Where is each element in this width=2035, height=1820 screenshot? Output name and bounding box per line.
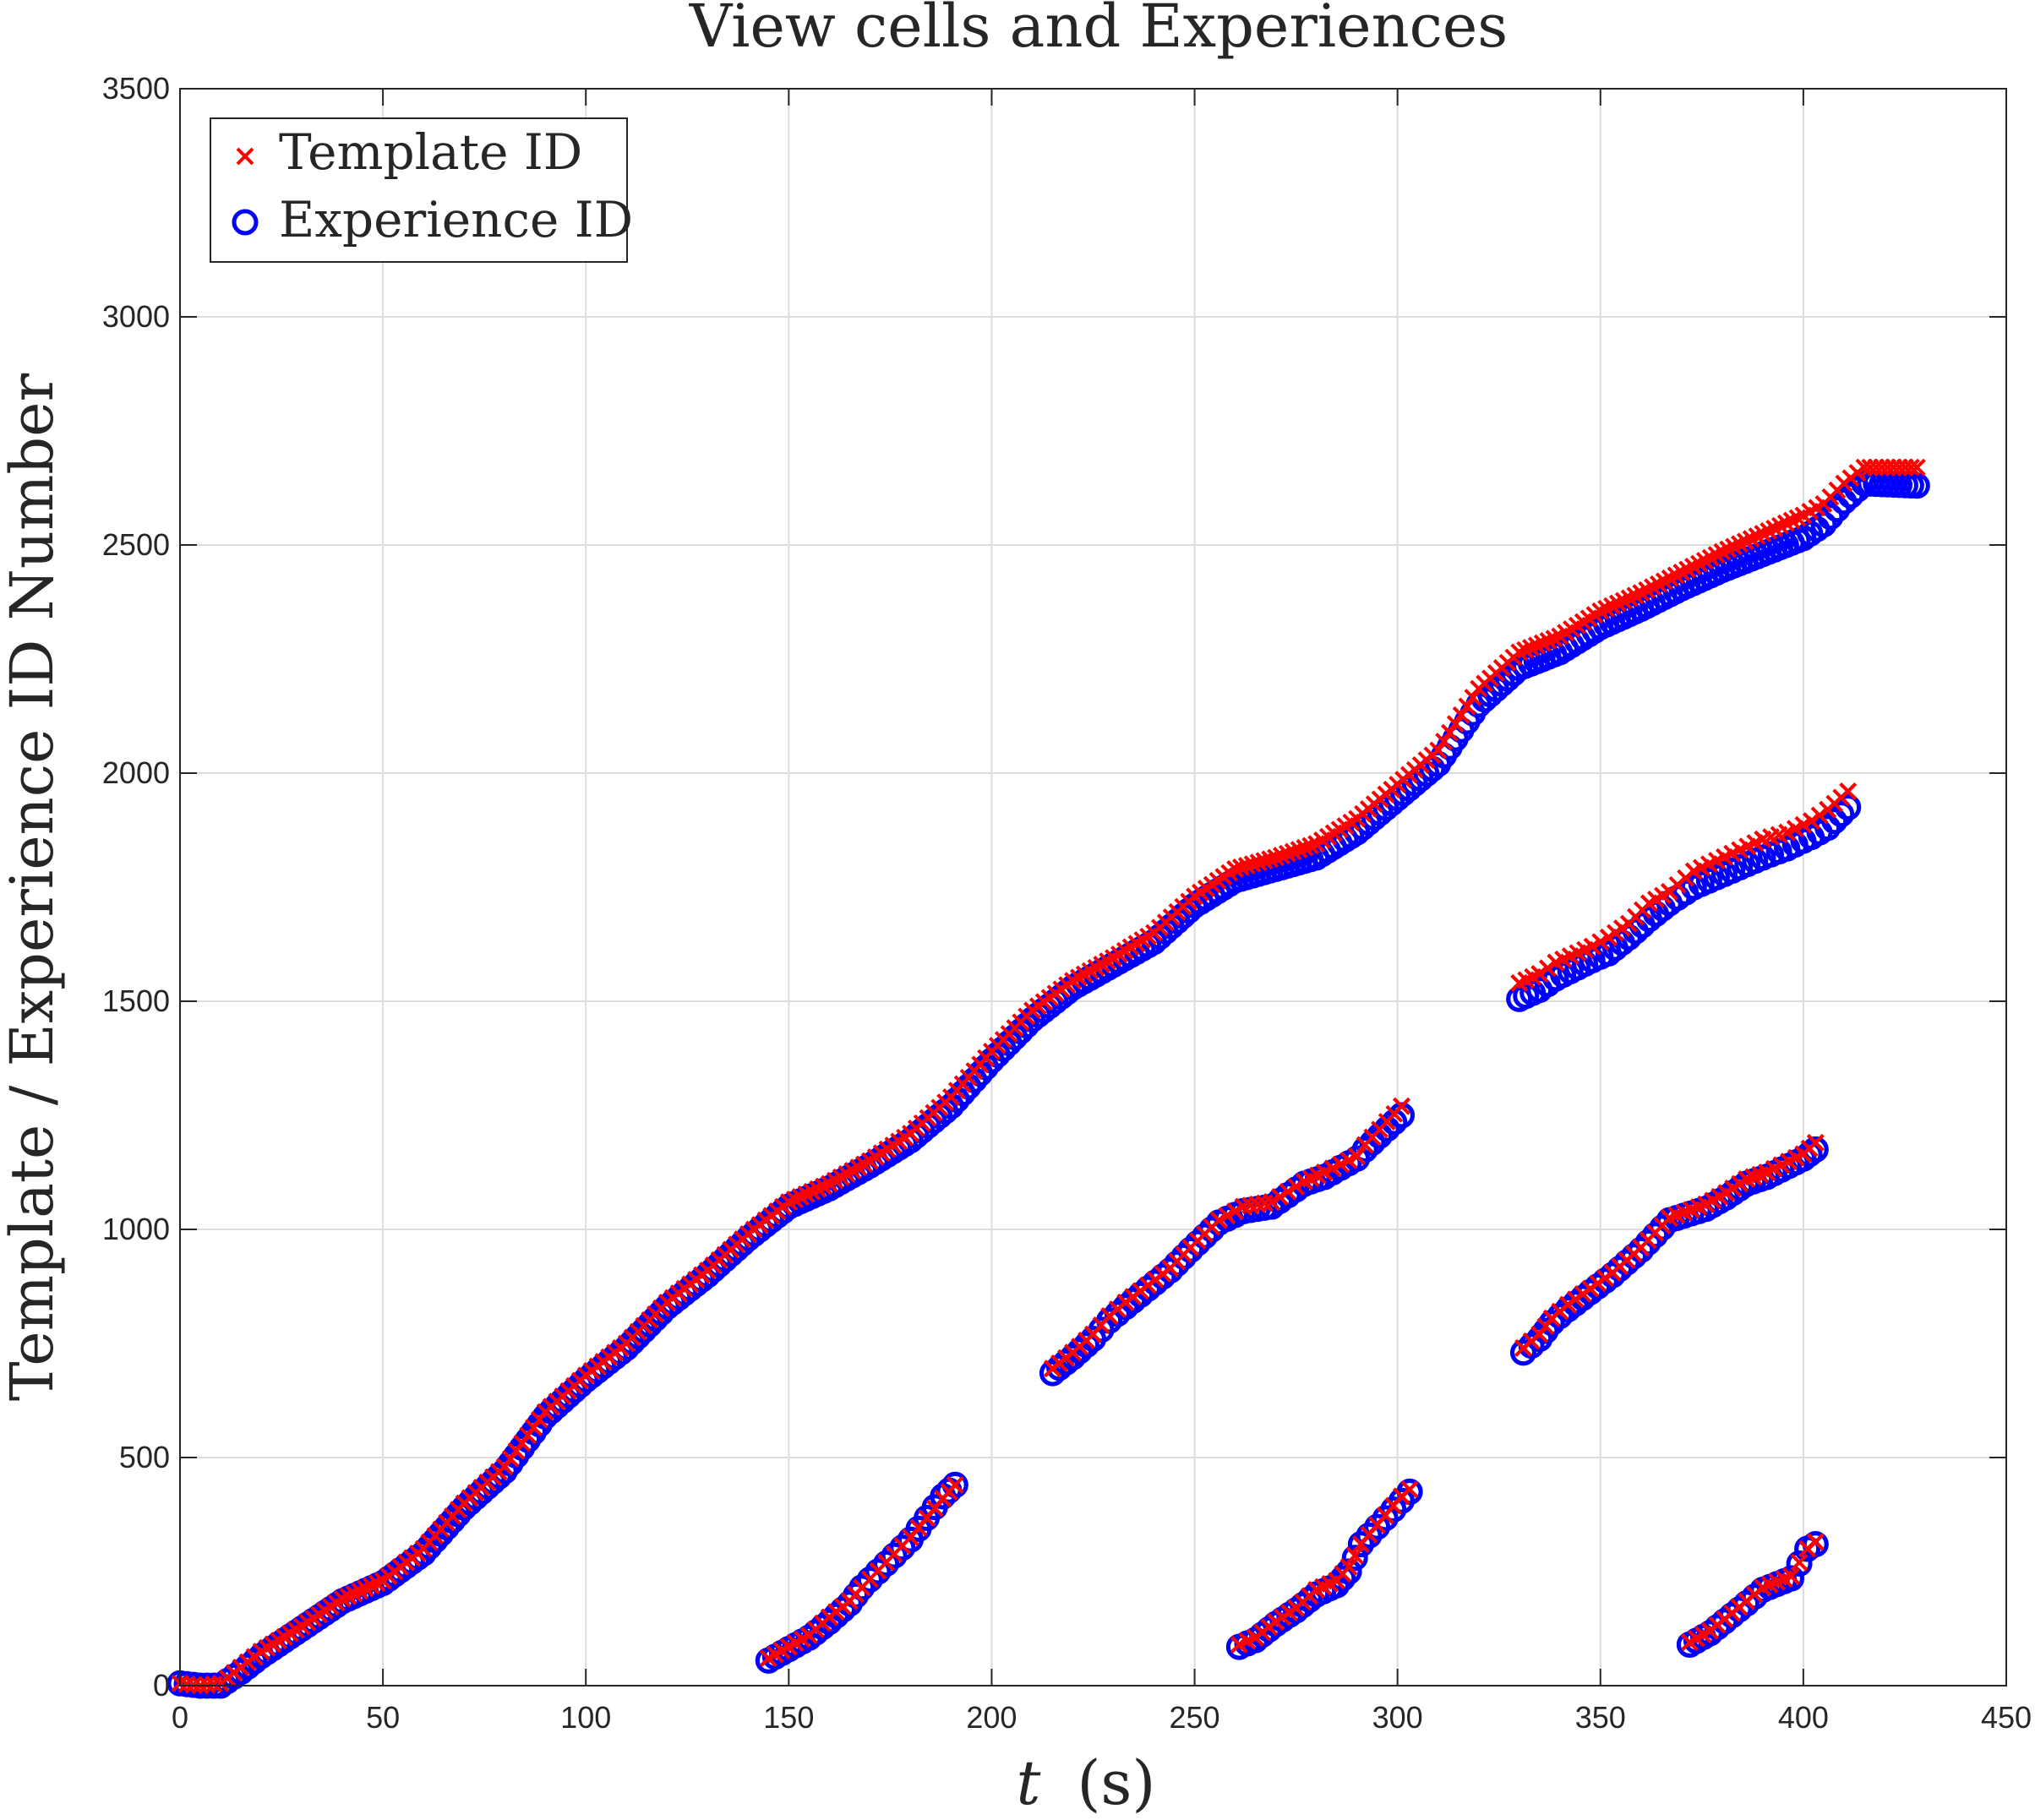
y-axis-label: Template / Experience ID Number [0,373,67,1401]
template-point [1209,1211,1228,1229]
chart-title: View cells and Experiences [689,0,1508,61]
template-point [1806,1533,1825,1551]
legend-label-experience: Experience ID [279,191,633,248]
legend-x-marker [236,147,254,166]
template-point [1803,812,1820,831]
x-tick-label: 350 [1575,1700,1626,1735]
template-point [1348,1147,1367,1166]
x-tick-label: 100 [560,1700,611,1735]
legend-marker-template [236,147,254,166]
template-point [1538,959,1557,978]
axes-box [179,88,2007,1686]
template-point [205,1675,223,1693]
template-point [1226,1202,1244,1220]
x-tick-label: 150 [763,1700,814,1735]
template-point [1810,806,1829,825]
template-point [1790,1553,1809,1572]
template-point [1400,1480,1419,1499]
template-point [1806,1133,1825,1152]
data-points [166,458,1930,1699]
template-point [1218,1207,1236,1225]
template-point [1446,715,1465,733]
x-tick-label: 450 [1981,1700,2032,1735]
y-tick-label: 2000 [102,755,170,790]
experience-point [873,1550,900,1578]
template-point [1429,741,1448,760]
experience-point [1802,1136,1829,1163]
experience-point [1817,504,1844,531]
template-point [1902,458,1920,477]
experience-point [1373,1115,1400,1142]
x-tick-label: 200 [966,1700,1017,1735]
legend-o-marker [232,209,259,236]
template-point [1263,1193,1281,1212]
legend-marker-experience [232,209,259,236]
template-point [1279,1183,1297,1201]
experience-point [881,1542,908,1569]
y-tick-label: 1000 [102,1212,170,1246]
axis-ticks: 0 50 100 150 200 250 300 350 400 450 0 500 1000 1500 2… [102,71,2032,1735]
x-tick-label: 400 [1778,1700,1829,1735]
template-point [1839,782,1858,801]
y-tick-label: 3500 [102,71,170,106]
experience-point [1072,1332,1099,1359]
template-point [1287,1177,1306,1196]
template-point [1435,733,1453,750]
experience-point [1824,496,1851,523]
x-tick-label: 50 [366,1700,400,1735]
experience-point [1341,1545,1368,1572]
template-point [1530,965,1549,984]
series-experience [166,470,1930,1699]
x-axis-unit: (s) [1077,1747,1155,1818]
template-point [1583,937,1601,956]
y-tick-label: 0 [153,1668,170,1703]
template-point [1393,1097,1410,1115]
template-point [1591,933,1610,951]
template-point [1907,458,1926,477]
template-point [1270,1188,1289,1206]
x-tick-label: 300 [1372,1700,1423,1735]
x-axis-variable: t [1017,1747,1042,1818]
series-template [171,458,1926,1695]
template-point [1339,1558,1358,1577]
template-point [1345,1546,1364,1565]
template-point [1458,697,1476,716]
template-point [1440,723,1459,742]
experience-point [1329,1565,1356,1592]
legend-label-template: Template ID [279,123,582,181]
x-tick-label: 0 [172,1700,188,1735]
legend: Template ID Experience ID [210,117,633,263]
template-point [946,1475,964,1494]
template-point [1452,706,1470,724]
y-tick-label: 3000 [102,299,170,334]
legend-box [210,117,628,263]
y-tick-label: 2500 [102,527,170,562]
template-point [1782,1567,1800,1585]
y-tick-label: 1500 [102,984,170,1018]
x-axis-label: t (s) [1017,1747,1156,1818]
experience-point [865,1558,892,1585]
template-point [1464,689,1482,706]
y-tick-label: 500 [119,1440,170,1474]
experience-point [1351,1136,1378,1163]
grid-lines [180,89,2006,1686]
experience-point [889,1534,916,1561]
experience-point [856,1566,883,1593]
x-tick-label: 250 [1170,1700,1220,1735]
